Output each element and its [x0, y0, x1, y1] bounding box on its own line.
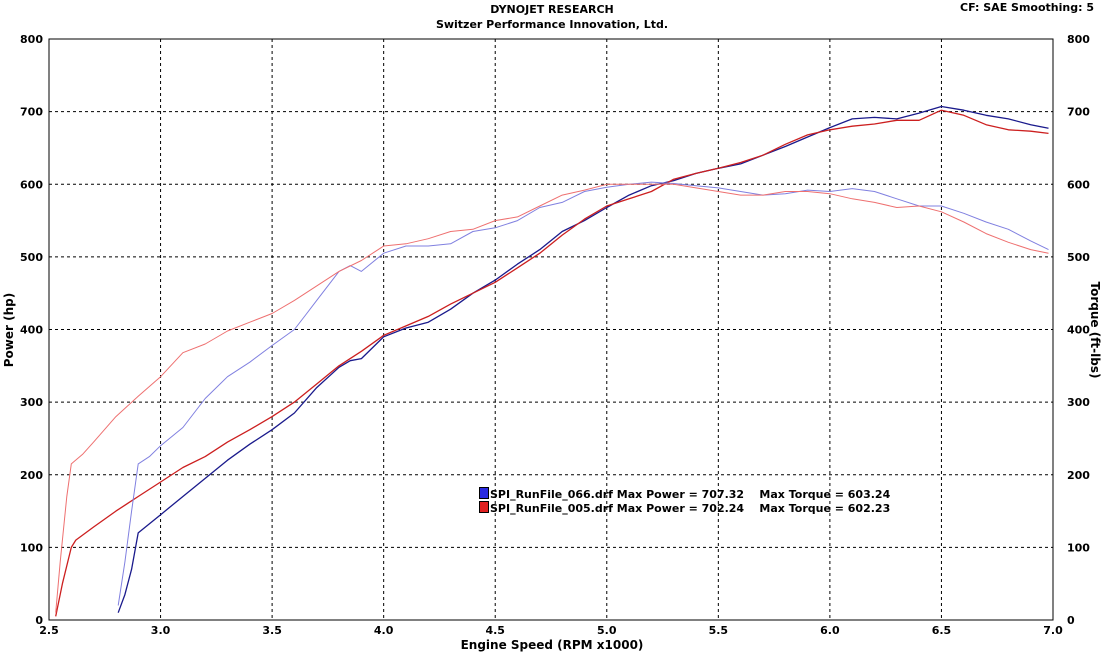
y-axis-left-ticks: 0 100 200 300 400 500 600 700 800	[20, 33, 43, 627]
series-line-torque	[117, 181, 1049, 606]
grid	[49, 39, 1053, 620]
y-axis-right-ticks: 0 100 200 300 400 500 600 700 800	[1067, 33, 1090, 627]
chart-title: DYNOJET RESEARCH	[490, 3, 614, 16]
y-tick-left: 200	[20, 469, 43, 482]
chart-subtitle: Switzer Performance Innovation, Ltd.	[435, 18, 669, 31]
series-line-power	[55, 109, 1049, 617]
x-tick: 4.5	[485, 624, 505, 637]
series-lines	[55, 105, 1049, 617]
x-tick: 3.0	[151, 624, 171, 637]
y-tick-left: 100	[20, 541, 43, 554]
y-tick-left: 700	[20, 106, 43, 119]
y-tick-left: 800	[20, 33, 43, 46]
y-tick-right: 500	[1067, 251, 1090, 264]
y-tick-right: 800	[1067, 33, 1090, 46]
y-tick-right: 400	[1067, 324, 1090, 337]
legend-file-005: SPI_RunFile_005.drf	[490, 502, 613, 515]
y-tick-right: 100	[1067, 541, 1090, 554]
series-line-power	[117, 105, 1049, 613]
legend-swatch-005	[479, 501, 489, 513]
y-tick-left: 600	[20, 178, 43, 191]
y-tick-left: 500	[20, 251, 43, 264]
legend-entry-066: SPI_RunFile_066.drf Max Power = 707.32 M…	[479, 487, 890, 501]
series-line-torque	[55, 183, 1049, 613]
y-tick-right: 0	[1067, 614, 1075, 627]
x-tick: 7.0	[1043, 624, 1063, 637]
legend-max-torque-066: Max Torque = 603.24	[759, 488, 891, 501]
correction-factor-info: CF: SAE Smoothing: 5	[960, 1, 1094, 14]
x-tick: 6.5	[932, 624, 952, 637]
x-tick: 3.5	[262, 624, 282, 637]
y-tick-right: 600	[1067, 178, 1090, 191]
y-tick-left: 400	[20, 324, 43, 337]
x-tick: 4.0	[374, 624, 394, 637]
y-tick-right: 300	[1067, 396, 1090, 409]
legend-max-power-005: Max Power = 702.24	[616, 502, 745, 515]
x-tick: 6.0	[820, 624, 840, 637]
y-axis-left-label: Power (hp)	[2, 293, 16, 367]
y-tick-right: 700	[1067, 106, 1090, 119]
y-axis-right-label: Torque (ft-lbs)	[1088, 282, 1102, 379]
legend-swatch-066	[479, 487, 489, 499]
legend-entry-005: SPI_RunFile_005.drf Max Power = 702.24 M…	[479, 501, 890, 515]
plot-frame	[48, 38, 1054, 621]
legend-file-066: SPI_RunFile_066.drf	[490, 488, 613, 501]
y-tick-left: 0	[35, 614, 43, 627]
x-tick: 5.5	[709, 624, 729, 637]
legend-max-torque-005: Max Torque = 602.23	[759, 502, 891, 515]
y-tick-right: 200	[1067, 469, 1090, 482]
legend-max-power-066: Max Power = 707.32	[616, 488, 745, 501]
x-tick: 5.0	[597, 624, 617, 637]
x-axis-label: Engine Speed (RPM x1000)	[461, 638, 644, 652]
y-tick-left: 300	[20, 396, 43, 409]
x-axis-ticks: 2.5 3.0 3.5 4.0 4.5 5.0 5.5 6.0 6.5 7.0	[39, 624, 1063, 637]
x-tick: 2.5	[39, 624, 59, 637]
